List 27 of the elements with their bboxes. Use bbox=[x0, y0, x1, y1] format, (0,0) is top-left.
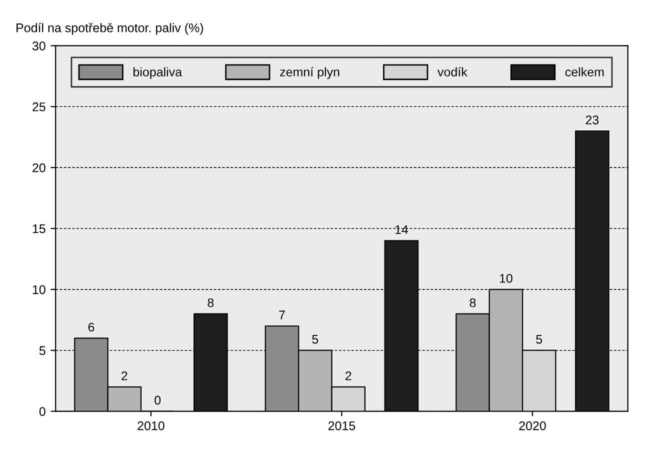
data-label: 5 bbox=[536, 335, 542, 344]
data-label: 2 bbox=[346, 371, 352, 380]
y-tick-label: 15 bbox=[32, 224, 46, 234]
data-label: 0 bbox=[154, 396, 161, 405]
legend-label: celkem bbox=[565, 67, 604, 76]
x-tick-label: 2010 bbox=[138, 421, 164, 430]
y-tick-label: 20 bbox=[32, 163, 46, 172]
data-label: 7 bbox=[279, 310, 285, 320]
legend-label: zemní plyn bbox=[280, 67, 340, 79]
data-label: 10 bbox=[500, 274, 512, 283]
data-label: 6 bbox=[88, 322, 94, 332]
data-label: 2 bbox=[122, 371, 128, 380]
data-label: 5 bbox=[312, 335, 318, 344]
y-axis-title: Podíl na spotřebě motor. paliv (%) bbox=[16, 22, 204, 35]
y-tick-label: 5 bbox=[39, 346, 46, 356]
y-tick-label: 30 bbox=[32, 42, 46, 50]
y-tick-label: 0 bbox=[39, 407, 46, 416]
data-label: 23 bbox=[586, 116, 599, 124]
data-label: 14 bbox=[395, 225, 408, 234]
legend-label: vodík bbox=[438, 67, 468, 76]
y-tick-label: 10 bbox=[32, 285, 46, 294]
data-label: 8 bbox=[208, 298, 214, 308]
legend-label: biopaliva bbox=[134, 67, 182, 79]
data-label: 8 bbox=[470, 298, 476, 308]
x-tick-label: 2020 bbox=[519, 421, 546, 430]
x-tick-label: 2015 bbox=[328, 421, 356, 430]
y-tick-label: 25 bbox=[32, 102, 46, 112]
